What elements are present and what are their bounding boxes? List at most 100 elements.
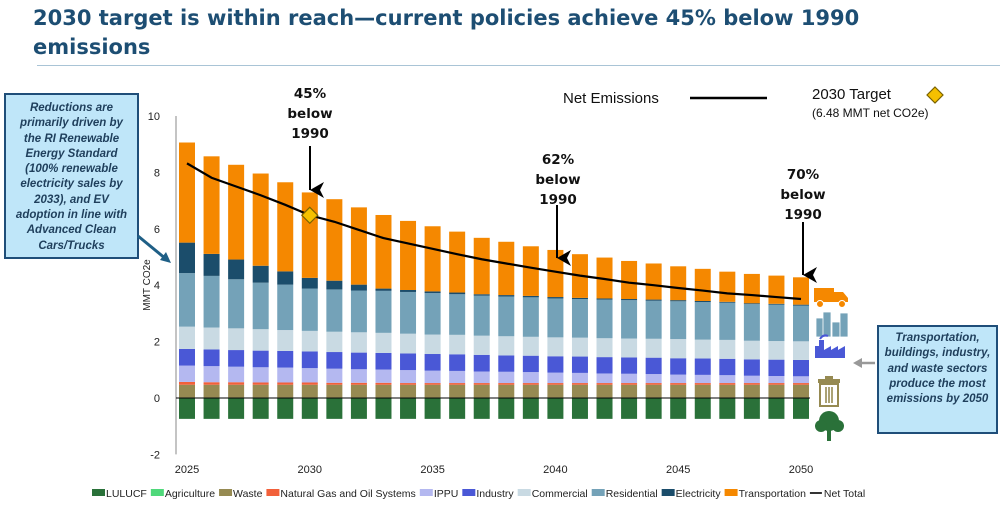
- bar-segment-commercial: [768, 341, 785, 360]
- bar-segment-waste: [793, 384, 809, 398]
- bar-segment-natural-gas-and-oil-systems: [645, 383, 662, 385]
- bar-segment-transportation: [719, 271, 736, 302]
- tree-icon: [815, 411, 844, 441]
- bar-segment-electricity: [277, 271, 294, 285]
- bar-segment-commercial: [375, 332, 392, 353]
- bar-segment-commercial: [301, 330, 318, 352]
- legend-swatch: [591, 489, 605, 496]
- bar-segment-lulucf: [522, 398, 539, 419]
- factory-shape: [815, 340, 845, 358]
- bar-segment-electricity: [645, 299, 662, 301]
- bar-segment-transportation: [694, 268, 711, 301]
- legend-label: Natural Gas and Oil Systems: [280, 488, 415, 500]
- bar-segment-transportation: [473, 237, 490, 295]
- bar-segment-residential: [522, 297, 539, 337]
- bar-segment-natural-gas-and-oil-systems: [743, 383, 760, 385]
- bar-segment-residential: [743, 304, 760, 341]
- bar-segment-ippu: [694, 374, 711, 384]
- bar-segment-industry: [252, 350, 269, 368]
- x-tick-label: 2045: [666, 464, 690, 476]
- bar-segment-lulucf: [449, 398, 466, 419]
- bar-segment-ippu: [522, 372, 539, 384]
- factory-icon: [815, 334, 845, 358]
- bar-segment-residential: [277, 284, 294, 331]
- bar-segment-commercial: [571, 337, 588, 357]
- bar-segment-waste: [621, 384, 638, 398]
- bar-segment-electricity: [743, 303, 760, 305]
- bar-segment-electricity: [596, 298, 613, 300]
- legend-label: IPPU: [434, 488, 459, 500]
- bar-segment-electricity: [424, 291, 441, 294]
- bar-segment-electricity: [400, 289, 417, 292]
- bar-segment-electricity: [326, 280, 343, 290]
- bar-segment-commercial: [694, 339, 711, 359]
- legend-label: Commercial: [532, 488, 588, 500]
- bar-segment-waste: [768, 384, 785, 398]
- bar-segment-electricity: [203, 253, 220, 276]
- bar-segment-natural-gas-and-oil-systems: [424, 383, 441, 385]
- bar-segment-waste: [326, 384, 343, 398]
- bar-segment-residential: [768, 304, 785, 342]
- truck-icon: [814, 288, 848, 308]
- x-tick-label: 2030: [298, 464, 322, 476]
- bar-segment-industry: [375, 352, 392, 370]
- bar-segment-industry: [498, 355, 515, 372]
- bar-segment-waste: [228, 384, 245, 398]
- bar-segment-transportation: [424, 226, 441, 292]
- annotation-2040: 62% below 1990: [518, 150, 598, 210]
- building: [839, 312, 849, 338]
- bar-segment-residential: [252, 282, 269, 330]
- legend-label: Industry: [476, 488, 514, 500]
- bar-segment-natural-gas-and-oil-systems: [522, 383, 539, 385]
- annotation-2050: 70% below 1990: [763, 165, 843, 225]
- bar-segment-electricity: [670, 300, 687, 302]
- bar-segment-commercial: [645, 338, 662, 358]
- bar-segment-ippu: [768, 376, 785, 384]
- bar-segment-lulucf: [179, 398, 195, 419]
- truck-cab: [834, 292, 848, 302]
- slide-title: 2030 target is within reach—current poli…: [33, 6, 860, 59]
- bar-segment-waste: [670, 384, 687, 398]
- legend-item: Agriculture: [150, 488, 215, 500]
- bar-segment-industry: [350, 352, 367, 370]
- bar-segment-transportation: [498, 241, 515, 296]
- left-callout-arrow: [137, 234, 167, 261]
- bar-segment-natural-gas-and-oil-systems: [375, 382, 392, 385]
- bar-segment-lulucf: [743, 398, 760, 419]
- bar-segment-residential: [179, 273, 195, 327]
- bar-segment-residential: [424, 293, 441, 335]
- legend-label: Residential: [606, 488, 658, 500]
- truck-wheel: [816, 300, 824, 308]
- bar-segment-industry: [743, 359, 760, 376]
- bar-segment-commercial: [350, 332, 367, 353]
- bar-segment-natural-gas-and-oil-systems: [498, 383, 515, 385]
- truck-wheel: [838, 300, 846, 308]
- bar-segment-electricity: [793, 304, 809, 306]
- bar-segment-industry: [645, 357, 662, 375]
- target-diamond-marker: [300, 206, 319, 225]
- bar-segment-natural-gas-and-oil-systems: [301, 382, 318, 385]
- bar-segment-electricity: [694, 300, 711, 303]
- bar-segment-electricity: [719, 301, 736, 303]
- bar-segment-lulucf: [326, 398, 343, 419]
- bar-segment-electricity: [621, 299, 638, 301]
- bar-segment-industry: [449, 354, 466, 371]
- title-divider: [37, 65, 1000, 66]
- legend-swatch: [419, 489, 433, 496]
- bar-segment-industry: [694, 358, 711, 375]
- bar-segment-natural-gas-and-oil-systems: [621, 383, 638, 385]
- bar-segment-ippu: [498, 371, 515, 384]
- annotation-text: below: [535, 172, 581, 188]
- bar-segment-natural-gas-and-oil-systems: [228, 382, 245, 385]
- legend-item: Industry: [462, 488, 514, 500]
- bar-segment-ippu: [228, 366, 245, 383]
- bar-segment-commercial: [449, 334, 466, 355]
- bar-segment-industry: [424, 354, 441, 371]
- bar-segment-natural-gas-and-oil-systems: [179, 381, 195, 385]
- bar-segment-natural-gas-and-oil-systems: [596, 383, 613, 385]
- bar-segment-lulucf: [571, 398, 588, 419]
- bar-segment-natural-gas-and-oil-systems: [670, 383, 687, 385]
- bar-segment-electricity: [498, 295, 515, 297]
- bar-segment-lulucf: [793, 398, 809, 419]
